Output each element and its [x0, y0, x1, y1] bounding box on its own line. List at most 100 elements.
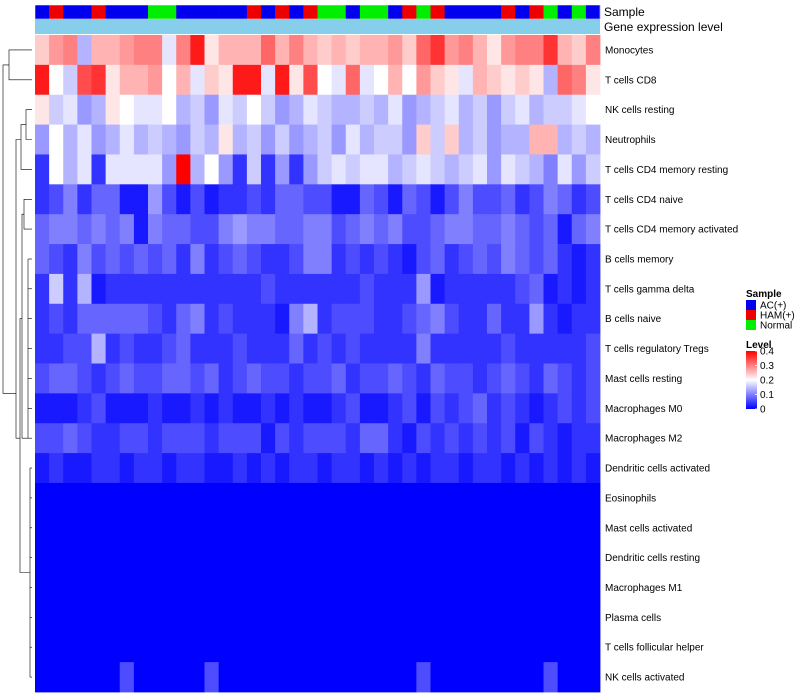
heatmap-cell — [374, 124, 389, 155]
heatmap-cell — [204, 423, 220, 454]
heatmap-cell — [402, 184, 417, 215]
heatmap-cell — [35, 632, 50, 663]
heatmap-cell — [472, 303, 488, 335]
heatmap-cell — [388, 214, 403, 245]
heatmap-cell — [402, 542, 417, 573]
heatmap-cell — [374, 273, 389, 305]
heatmap-cell — [246, 35, 262, 66]
row-label: NK cells activated — [605, 673, 684, 684]
sample-annotation-cell — [176, 5, 191, 19]
heatmap-cell — [289, 632, 304, 663]
heatmap-cell — [176, 244, 191, 275]
row-label: T cells CD4 memory activated — [605, 225, 738, 236]
heatmap-cell — [303, 64, 318, 96]
heatmap-cell — [585, 64, 601, 96]
heatmap-cell — [501, 482, 516, 514]
heatmap-cell — [232, 572, 248, 603]
sample-annotation-cell — [289, 5, 304, 19]
heatmap-cell — [515, 453, 530, 484]
heatmap-cell — [359, 453, 375, 484]
heatmap-cell — [416, 632, 431, 663]
heatmap-cell — [458, 214, 474, 245]
heatmap-cell — [204, 512, 220, 544]
heatmap-cell — [63, 184, 78, 215]
heatmap-cell — [176, 602, 191, 633]
heatmap-cell — [148, 602, 163, 633]
heatmap-cell — [261, 184, 276, 215]
heatmap-cell — [49, 64, 64, 96]
heatmap-cell — [571, 512, 587, 544]
heatmap-cell — [430, 244, 446, 275]
heatmap-cell — [35, 184, 50, 215]
heatmap-cell — [246, 184, 262, 215]
heatmap-cell — [557, 184, 573, 215]
heatmap-cell — [204, 273, 220, 305]
heatmap-cell — [430, 154, 446, 185]
heatmap-cell — [289, 333, 304, 364]
heatmap-cell — [35, 154, 50, 185]
heatmap-cell — [63, 244, 78, 275]
heatmap-cell — [388, 453, 403, 484]
heatmap-cell — [105, 303, 121, 335]
heatmap-cell — [515, 393, 530, 424]
heatmap-cell — [416, 303, 431, 335]
heatmap-cell — [35, 602, 50, 633]
heatmap-cell — [289, 214, 304, 245]
heatmap-cell — [529, 602, 544, 633]
heatmap-cell — [190, 393, 205, 424]
heatmap-cell — [190, 423, 205, 454]
heatmap-cell — [543, 184, 559, 215]
heatmap-cell — [458, 363, 474, 394]
heatmap-cell — [416, 273, 431, 305]
heatmap-cell — [162, 602, 177, 633]
heatmap-cell — [388, 303, 403, 335]
heatmap-cell — [388, 333, 403, 364]
heatmap-cell — [458, 124, 474, 155]
heatmap-cells — [35, 35, 601, 693]
row-label: NK cells resting — [605, 105, 674, 116]
heatmap-cell — [402, 64, 417, 96]
heatmap-cell — [458, 512, 474, 544]
sample-annotation-cell — [487, 5, 502, 19]
heatmap-cell — [49, 154, 64, 185]
heatmap-cell — [557, 124, 573, 155]
heatmap-cell — [585, 244, 601, 275]
sample-annotation-cell — [501, 5, 516, 19]
heatmap-cell — [374, 572, 389, 603]
heatmap-cell — [515, 572, 530, 603]
sample-annotation-cell — [472, 5, 488, 19]
heatmap-cell — [176, 124, 191, 155]
heatmap-cell — [345, 184, 361, 215]
heatmap-cell — [232, 453, 248, 484]
heatmap-cell — [119, 482, 135, 514]
heatmap-cell — [190, 542, 205, 573]
heatmap-cell — [557, 363, 573, 394]
heatmap-cell — [543, 662, 559, 693]
heatmap-cell — [289, 572, 304, 603]
heatmap-cell — [289, 453, 304, 484]
heatmap-cell — [303, 154, 318, 185]
heatmap-cell — [232, 184, 248, 215]
heatmap-cell — [529, 35, 544, 66]
heatmap-cell — [275, 303, 290, 335]
heatmap-cell — [571, 35, 587, 66]
heatmap-cell — [261, 244, 276, 275]
heatmap-cell — [444, 154, 460, 185]
heatmap-cell — [261, 542, 276, 573]
heatmap-cell — [119, 453, 135, 484]
heatmap-cell — [359, 35, 375, 66]
sample-track-label: Sample — [604, 5, 645, 19]
heatmap-cell — [402, 124, 417, 155]
heatmap-cell — [63, 662, 78, 693]
heatmap-cell — [289, 423, 304, 454]
heatmap-cell — [444, 35, 460, 66]
heatmap-cell — [402, 244, 417, 275]
heatmap-cell — [359, 393, 375, 424]
heatmap-cell — [416, 35, 431, 66]
heatmap-cell — [374, 662, 389, 693]
heatmap-cell — [585, 632, 601, 663]
heatmap-cell — [571, 662, 587, 693]
heatmap-cell — [374, 453, 389, 484]
heatmap-cell — [402, 214, 417, 245]
heatmap-cell — [119, 64, 135, 96]
